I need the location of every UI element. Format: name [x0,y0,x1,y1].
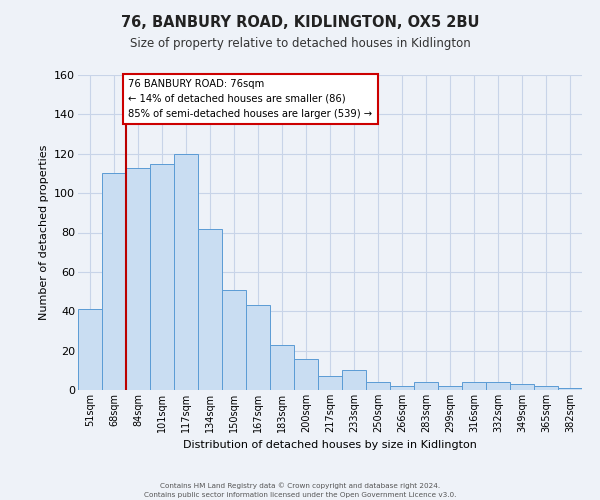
Text: 76, BANBURY ROAD, KIDLINGTON, OX5 2BU: 76, BANBURY ROAD, KIDLINGTON, OX5 2BU [121,15,479,30]
Bar [462,382,486,390]
Bar [390,386,414,390]
Text: 76 BANBURY ROAD: 76sqm
← 14% of detached houses are smaller (86)
85% of semi-det: 76 BANBURY ROAD: 76sqm ← 14% of detached… [128,79,373,118]
Bar [198,228,222,390]
Bar [222,290,246,390]
Bar [294,358,318,390]
Bar [126,168,150,390]
Bar [318,376,342,390]
Text: Size of property relative to detached houses in Kidlington: Size of property relative to detached ho… [130,38,470,51]
Bar [174,154,198,390]
Bar [438,386,462,390]
Y-axis label: Number of detached properties: Number of detached properties [38,145,49,320]
X-axis label: Distribution of detached houses by size in Kidlington: Distribution of detached houses by size … [183,440,477,450]
Bar [102,174,126,390]
Bar [366,382,390,390]
Bar [246,306,270,390]
Bar [270,344,294,390]
Bar [150,164,174,390]
Bar [414,382,438,390]
Bar [510,384,534,390]
Bar [486,382,510,390]
Bar [558,388,582,390]
Bar [78,310,102,390]
Bar [534,386,558,390]
Text: Contains HM Land Registry data © Crown copyright and database right 2024.
Contai: Contains HM Land Registry data © Crown c… [144,482,456,498]
Bar [342,370,366,390]
